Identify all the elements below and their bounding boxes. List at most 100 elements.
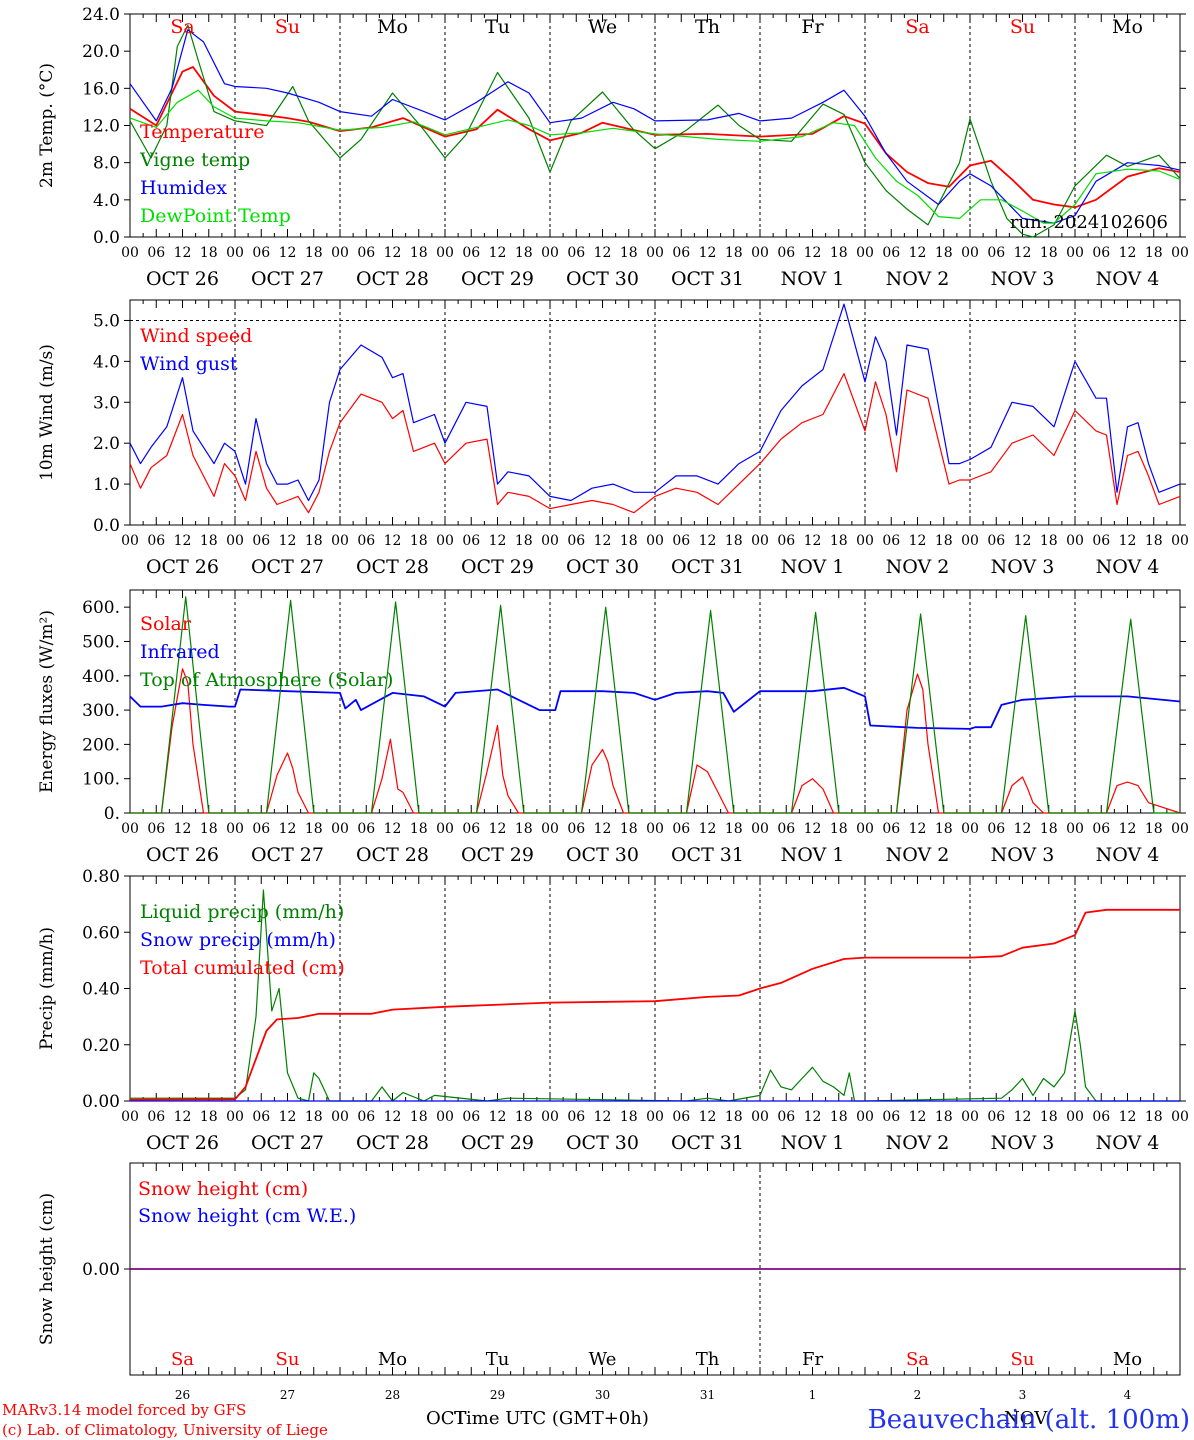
day-abbr-top: Sa (905, 16, 929, 38)
hour-tick-label: 18 (200, 821, 218, 837)
hour-tick-label: 12 (909, 533, 927, 549)
panel-frame (129, 299, 1181, 526)
hour-tick-label: 00 (1066, 821, 1084, 837)
hour-tick-label: 18 (620, 245, 638, 261)
hour-tick-label: 18 (515, 821, 533, 837)
hour-tick-label: 18 (1040, 533, 1058, 549)
hour-tick-label: 00 (751, 821, 769, 837)
legend-entry: Wind speed (140, 325, 252, 347)
day-abbr-bottom: Su (1011, 1349, 1035, 1370)
hour-tick-label: 00 (751, 245, 769, 261)
y-tick-label: 600. (82, 598, 120, 618)
date-label: OCT 26 (146, 268, 219, 290)
legend-entry: Snow precip (mm/h) (140, 929, 336, 951)
y-tick-label: 0. (104, 804, 120, 824)
hour-tick-label: 06 (252, 821, 270, 837)
y-axis-label: 10m Wind (m/s) (37, 344, 57, 481)
hour-tick-label: 00 (1066, 245, 1084, 261)
day-abbr-bottom: Sa (171, 1349, 194, 1370)
day-abbr-bottom: Tu (486, 1349, 510, 1370)
run-annotation: run: 2024102606 (1010, 212, 1168, 233)
hour-tick-label: 00 (226, 533, 244, 549)
date-label: NOV 3 (991, 844, 1055, 866)
hour-tick-label: 00 (856, 533, 874, 549)
hour-tick-label: 06 (567, 245, 585, 261)
hour-tick-label: 00 (751, 533, 769, 549)
series-line-1 (130, 889, 1180, 1102)
hour-tick-label: 00 (646, 1109, 664, 1125)
legend-entry: Solar (140, 613, 192, 635)
y-tick-label: 400. (82, 667, 120, 687)
date-label: OCT 29 (461, 268, 534, 290)
hour-tick-label: 18 (305, 245, 323, 261)
hour-tick-label: 06 (1092, 533, 1110, 549)
hour-tick-label: 06 (357, 1109, 375, 1125)
date-label: OCT 31 (671, 268, 744, 290)
day-number: 28 (385, 1388, 400, 1402)
y-tick-label: 4.0 (93, 352, 120, 372)
hour-tick-label: 18 (410, 821, 428, 837)
day-abbr-bottom: Mo (378, 1349, 407, 1370)
hour-tick-label: 00 (961, 821, 979, 837)
hour-tick-label: 06 (882, 533, 900, 549)
panel-2: 0.0 1.0 2.0 3.0 4.0 5.0 10m Wind (m/s) Wind spe… (37, 299, 1189, 578)
y-tick-label: 0.20 (82, 1036, 120, 1056)
hour-tick-label: 18 (620, 533, 638, 549)
date-label: NOV 1 (781, 1132, 845, 1154)
y-tick-label: 12.0 (82, 117, 120, 137)
day-number: 29 (490, 1388, 505, 1402)
hour-tick-label: 18 (410, 1109, 428, 1125)
hour-tick-label: 00 (121, 1109, 139, 1125)
hour-tick-label: 12 (384, 245, 402, 261)
day-abbr-top: We (588, 16, 617, 38)
hour-tick-label: 00 (436, 533, 454, 549)
legend-entry: DewPoint Temp (140, 205, 291, 227)
hour-tick-label: 06 (672, 821, 690, 837)
hour-tick-label: 00 (331, 533, 349, 549)
day-number: 26 (175, 1388, 190, 1402)
hour-tick-label: 18 (515, 245, 533, 261)
hour-tick-label: 12 (489, 533, 507, 549)
day-labels: SaSa26SuSu27MoMo28TuTu29WeWe30ThTh31FrFr… (170, 16, 1143, 1402)
hour-tick-label: 12 (279, 821, 297, 837)
hour-tick-label: 06 (987, 1109, 1005, 1125)
legend-entry: Top of Atmosphere (Solar) (140, 669, 393, 691)
hour-tick-label: 12 (909, 821, 927, 837)
hour-tick-label: 18 (620, 1109, 638, 1125)
hour-tick-label: 12 (279, 245, 297, 261)
credit-line-1: MARv3.14 model forced by GFS (2, 1401, 246, 1419)
hour-tick-label: 00 (1171, 245, 1189, 261)
hour-tick-label: 00 (1066, 533, 1084, 549)
hour-tick-label: 12 (909, 1109, 927, 1125)
hour-tick-label: 06 (147, 821, 165, 837)
date-label: OCT 31 (671, 556, 744, 578)
hour-tick-label: 00 (1171, 533, 1189, 549)
hour-tick-label: 06 (777, 245, 795, 261)
date-label: NOV 4 (1096, 268, 1160, 290)
hour-tick-label: 18 (1145, 533, 1163, 549)
hour-tick-label: 12 (1014, 1109, 1032, 1125)
date-label: NOV 4 (1096, 556, 1160, 578)
date-label: OCT 30 (566, 1132, 639, 1154)
date-label: OCT 30 (566, 268, 639, 290)
hour-tick-label: 06 (567, 821, 585, 837)
day-abbr-bottom: We (589, 1349, 617, 1370)
y-tick-label: 2.0 (93, 434, 120, 454)
hour-tick-label: 00 (541, 1109, 559, 1125)
day-number: 27 (280, 1388, 295, 1402)
y-tick-label: 5.0 (93, 311, 120, 331)
hour-tick-label: 18 (305, 533, 323, 549)
hour-tick-label: 18 (1040, 821, 1058, 837)
y-tick-label: 8.0 (93, 154, 120, 174)
y-tick-label: 16.0 (82, 79, 120, 99)
hour-tick-label: 12 (174, 821, 192, 837)
hour-tick-label: 00 (541, 821, 559, 837)
hour-tick-label: 06 (252, 1109, 270, 1125)
hour-tick-label: 18 (1145, 821, 1163, 837)
panel-5: 0.00 Snow height (cm) Snow height (cm) Snow… (37, 1162, 1186, 1376)
day-abbr-bottom: Fr (802, 1349, 823, 1370)
hour-tick-label: 18 (1145, 1109, 1163, 1125)
hour-tick-label: 12 (489, 821, 507, 837)
day-abbr-bottom: Th (696, 1349, 720, 1370)
hour-tick-label: 06 (357, 821, 375, 837)
